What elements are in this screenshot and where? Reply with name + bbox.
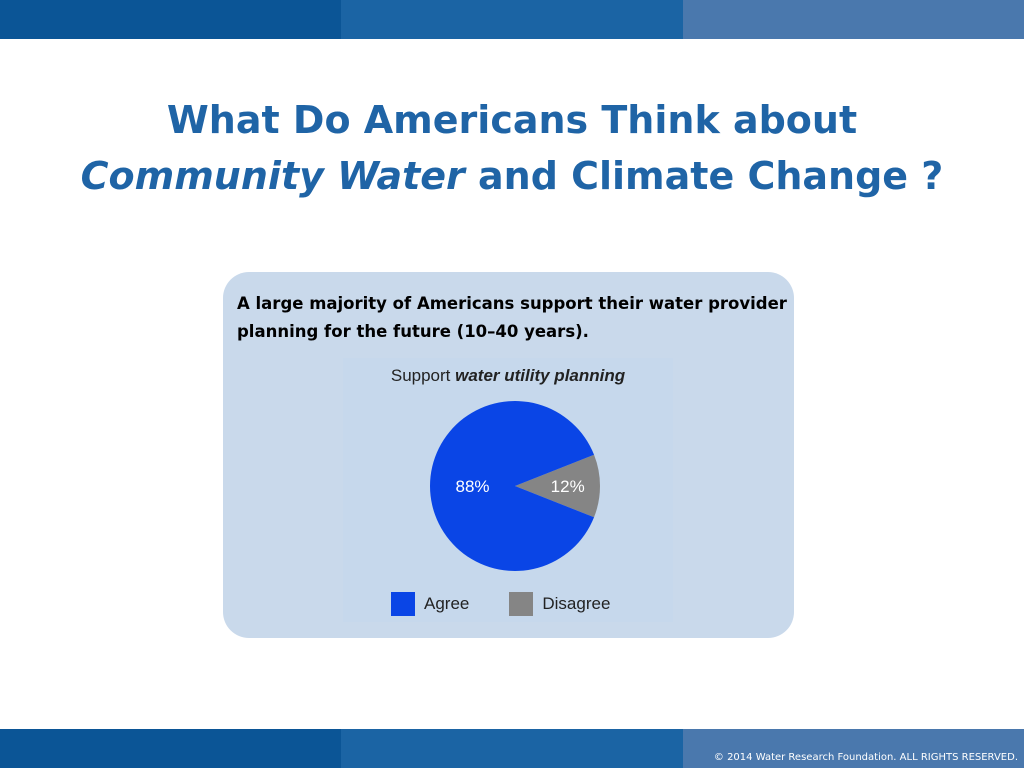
slide-title-emphasis: Community Water: [80, 154, 465, 198]
slide-title-line2: Community Water and Climate Change ?: [0, 148, 1024, 204]
slide-title-line1: What Do Americans Think about: [166, 98, 858, 142]
slide-title-line2-rest: and Climate Change ?: [464, 154, 944, 198]
bottom-band-segment-mid: [341, 729, 683, 768]
slide-title: What Do Americans Think about Community …: [0, 92, 1024, 204]
chart-title-emphasis: water utility planning: [455, 366, 626, 385]
legend-label-disagree: Disagree: [542, 594, 611, 613]
chart-title-prefix: Support: [390, 366, 456, 385]
bottom-band-segment-dark: [0, 729, 341, 768]
pie-svg: 12% 88%: [430, 401, 600, 571]
top-color-band: [0, 0, 1024, 39]
bottom-color-band: [0, 729, 1024, 768]
legend-swatch-disagree: [509, 592, 534, 616]
copyright-footer: © 2014 Water Research Foundation. ALL RI…: [713, 752, 1018, 763]
top-band-segment-light: [683, 0, 1024, 39]
pie-chart: Support water utility planning 12% 88% Ag…: [343, 358, 673, 622]
pie-label-agree: 88%: [455, 477, 489, 496]
content-panel: A large majority of Americans support th…: [223, 272, 794, 638]
top-band-segment-mid: [341, 0, 683, 39]
top-band-segment-dark: [0, 0, 341, 39]
legend-item-agree: Agree: [391, 592, 469, 616]
pie-label-disagree: 12%: [551, 477, 585, 496]
chart-title: Support water utility planning: [343, 366, 673, 386]
legend-swatch-agree: [391, 592, 415, 616]
pie-slice-disagree: [515, 454, 600, 518]
legend-item-disagree: Disagree: [509, 592, 610, 616]
panel-statement: A large majority of Americans support th…: [237, 294, 787, 341]
chart-legend: Agree Disagree: [391, 592, 650, 616]
legend-label-agree: Agree: [424, 594, 470, 613]
pie-slice-agree: [430, 401, 595, 571]
bottom-band-segment-light: [683, 729, 1024, 768]
